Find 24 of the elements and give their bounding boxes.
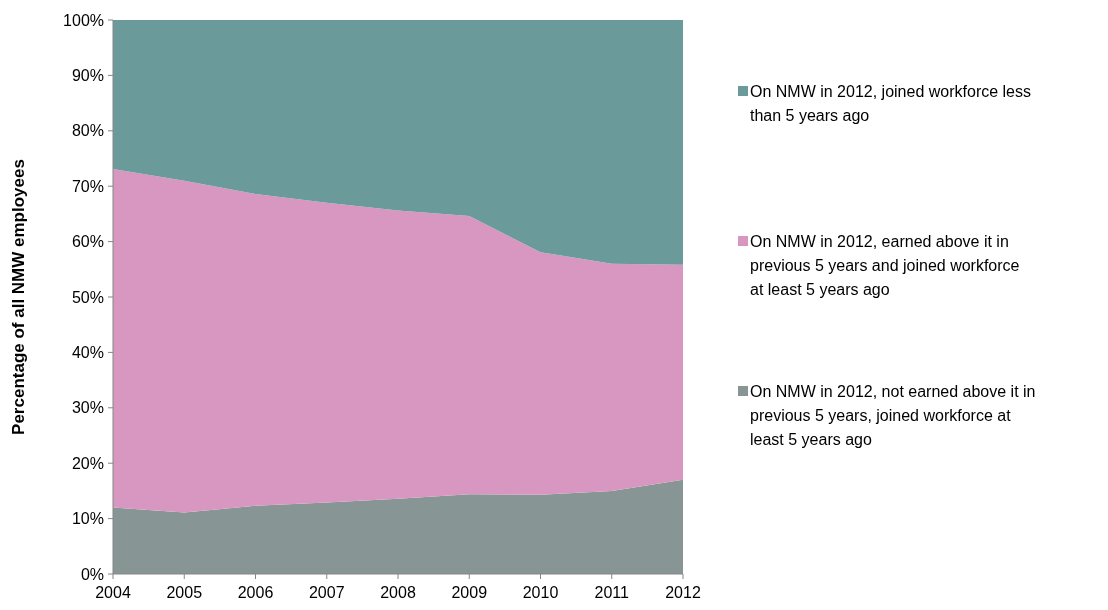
y-tick-label: 30% bbox=[71, 399, 104, 417]
x-tick-label: 2011 bbox=[594, 584, 630, 601]
legend-label: On NMW in 2012, not earned above it in previous 5 years, joined workforce at least 5 years ago bbox=[750, 382, 1036, 448]
x-tick-label: 2004 bbox=[95, 584, 131, 601]
x-tick-label: 2005 bbox=[166, 584, 203, 601]
y-tick-label: 0% bbox=[80, 565, 104, 583]
x-tick-label: 2010 bbox=[522, 584, 559, 601]
x-tick-label: 2007 bbox=[308, 584, 345, 601]
x-tick-label: 2006 bbox=[237, 584, 274, 601]
x-tick-label: 2012 bbox=[665, 584, 701, 601]
y-tick-label: 60% bbox=[71, 233, 104, 251]
y-tick-label: 50% bbox=[71, 288, 104, 306]
legend-label: On NMW in 2012, earned above it in previous 5 years and joined workforce at least 5 years ago bbox=[750, 232, 1020, 298]
y-tick-label: 40% bbox=[71, 344, 104, 361]
y-tick-label: 20% bbox=[71, 454, 104, 472]
y-tick-label: 100% bbox=[63, 11, 104, 29]
x-tick-label: 2008 bbox=[380, 584, 416, 601]
y-axis-title: Percentage of all NMW employees bbox=[9, 159, 28, 435]
legend-label: On NMW in 2012, joined workforce less than 5 years ago bbox=[750, 82, 1031, 124]
y-tick-label: 10% bbox=[71, 510, 104, 528]
y-tick-label: 80% bbox=[71, 122, 104, 140]
y-tick-label: 90% bbox=[71, 67, 104, 84]
y-tick-label: 70% bbox=[71, 177, 104, 195]
x-tick-label: 2009 bbox=[451, 584, 488, 601]
